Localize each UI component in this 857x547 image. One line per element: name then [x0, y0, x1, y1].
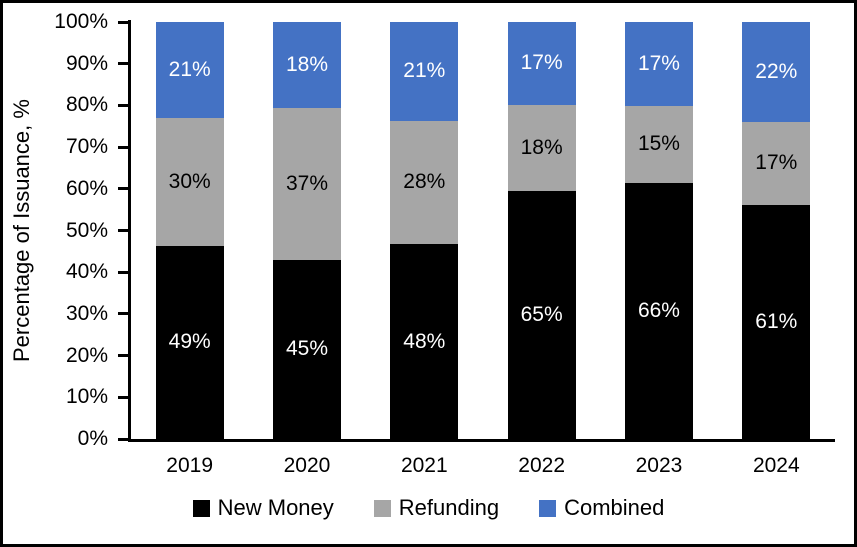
- segment-refunding: 28%: [390, 120, 459, 245]
- segment-new-money: 48%: [390, 244, 459, 439]
- bar-slot-2019: 21% 30% 49%: [131, 22, 248, 439]
- y-tick-label: 100%: [54, 10, 108, 33]
- data-label: 18%: [520, 135, 563, 159]
- bar-slot-2023: 17% 15% 66%: [600, 22, 717, 439]
- data-label: 17%: [520, 51, 563, 75]
- y-axis-line: [128, 20, 131, 442]
- data-label: 15%: [637, 132, 680, 156]
- data-label: 37%: [285, 171, 328, 195]
- x-axis-label: 2023: [635, 454, 683, 477]
- legend-label: Refunding: [398, 495, 500, 520]
- data-label: 45%: [285, 337, 328, 361]
- y-tick-mark: [118, 62, 128, 66]
- data-label: 66%: [637, 298, 680, 322]
- data-label: 61%: [755, 309, 798, 333]
- segment-combined: 17%: [507, 22, 576, 105]
- segment-refunding: 15%: [624, 105, 693, 183]
- y-tick-mark: [118, 354, 128, 358]
- legend-label: New Money: [217, 495, 334, 520]
- x-axis-label: 2019: [166, 454, 214, 477]
- y-tick-mark: [118, 103, 128, 107]
- x-axis-label: 2021: [400, 454, 448, 477]
- x-axis-label: 2022: [518, 454, 565, 477]
- y-tick-label: 60%: [65, 176, 108, 200]
- segment-combined: 21%: [390, 22, 459, 121]
- segment-combined: 21%: [155, 22, 224, 119]
- stacked-bar-2019: 21% 30% 49%: [155, 22, 224, 439]
- segment-refunding: 30%: [155, 118, 224, 246]
- y-tick-label: 70%: [65, 135, 108, 159]
- data-label: 30%: [168, 170, 211, 194]
- legend-swatch-icon: [539, 499, 557, 517]
- segment-new-money: 66%: [624, 182, 693, 439]
- stacked-bar-2022: 17% 18% 65%: [507, 22, 576, 439]
- y-tick-mark: [118, 270, 128, 274]
- data-label: 21%: [403, 59, 446, 83]
- segment-refunding: 17%: [742, 121, 811, 205]
- segment-combined: 17%: [624, 22, 693, 106]
- y-tick-mark: [118, 437, 128, 441]
- y-tick-label: 80%: [65, 93, 108, 117]
- y-tick-mark: [118, 20, 128, 24]
- x-axis-label: 2020: [283, 454, 331, 477]
- legend-item-combined: Combined: [539, 495, 664, 521]
- data-label: 48%: [403, 329, 446, 353]
- stacked-bar-2020: 18% 37% 45%: [272, 22, 341, 439]
- data-label: 18%: [285, 53, 328, 77]
- data-label: 65%: [520, 302, 563, 326]
- stacked-bar-2021: 21% 28% 48%: [390, 22, 459, 439]
- stacked-bar-2024: 22% 17% 61%: [742, 22, 811, 440]
- y-tick-label: 20%: [65, 343, 108, 367]
- segment-refunding: 37%: [272, 108, 341, 260]
- y-tick-label: 50%: [65, 218, 108, 242]
- legend-item-new-money: New Money: [192, 495, 334, 521]
- y-tick-label: 30%: [65, 301, 108, 325]
- bar-slot-2021: 21% 28% 48%: [366, 22, 483, 439]
- legend-swatch-icon: [192, 499, 210, 517]
- bar-slot-2024: 22% 17% 61%: [718, 22, 835, 440]
- plot-area: 0% 10% 20% 30% 40% 50% 60% 70% 80% 90% 100% 21% 30%…: [54, 11, 835, 477]
- y-tick-label: 10%: [65, 385, 108, 409]
- data-label: 28%: [403, 170, 446, 194]
- y-tick-mark: [118, 145, 128, 149]
- data-label: 17%: [637, 51, 680, 75]
- y-tick-mark: [118, 187, 128, 191]
- bar-slot-2020: 18% 37% 45%: [248, 22, 365, 439]
- stacked-bar-2023: 17% 15% 66%: [624, 22, 693, 439]
- x-axis-labels: 2019 2020 2021 2022 2023 2024: [131, 454, 835, 478]
- segment-refunding: 18%: [507, 104, 576, 191]
- segment-new-money: 45%: [272, 259, 341, 439]
- y-tick-label: 0%: [77, 427, 108, 450]
- data-label: 49%: [168, 330, 211, 354]
- y-tick-mark: [118, 229, 128, 232]
- bar-slot-2022: 17% 18% 65%: [483, 22, 600, 439]
- data-label: 17%: [755, 151, 798, 175]
- y-tick-mark: [118, 312, 128, 316]
- segment-new-money: 49%: [155, 245, 224, 439]
- segment-new-money: 61%: [742, 204, 811, 440]
- legend-item-refunding: Refunding: [373, 495, 500, 521]
- segment-combined: 22%: [742, 22, 811, 122]
- y-tick-mark: [118, 395, 128, 399]
- legend: New Money Refunding Combined: [3, 495, 854, 521]
- data-label: 21%: [168, 58, 211, 82]
- x-axis-line: [128, 439, 835, 442]
- bars-container: 21% 30% 49% 18% 37% 45% 21% 28% 48% 17% 18% 65% 17% 1…: [131, 22, 835, 440]
- x-axis-label: 2024: [752, 454, 800, 477]
- legend-label: Combined: [564, 495, 665, 520]
- y-tick-label: 40%: [65, 260, 108, 284]
- y-tick-label: 90%: [65, 51, 108, 75]
- segment-combined: 18%: [272, 22, 341, 109]
- legend-swatch-icon: [373, 499, 391, 517]
- segment-new-money: 65%: [507, 190, 576, 439]
- data-label: 22%: [755, 59, 798, 83]
